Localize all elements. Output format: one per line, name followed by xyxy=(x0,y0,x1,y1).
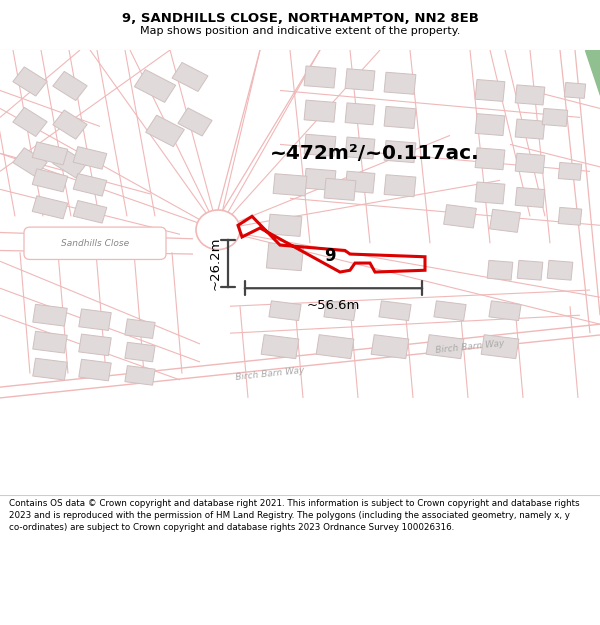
Bar xyxy=(134,69,176,102)
Bar xyxy=(515,153,545,173)
Bar xyxy=(517,261,543,280)
Text: ~472m²/~0.117ac.: ~472m²/~0.117ac. xyxy=(270,144,480,163)
Bar xyxy=(13,148,47,177)
Bar xyxy=(53,149,87,178)
Bar xyxy=(487,261,513,280)
Text: ~26.2m: ~26.2m xyxy=(209,237,222,290)
Bar xyxy=(547,261,573,280)
Bar xyxy=(73,201,107,223)
Bar xyxy=(542,108,568,126)
Bar xyxy=(125,366,155,385)
Bar xyxy=(489,301,521,321)
Bar xyxy=(172,62,208,91)
Bar xyxy=(33,358,67,380)
Bar xyxy=(79,359,111,381)
Bar xyxy=(32,196,68,219)
Circle shape xyxy=(196,210,240,249)
Bar xyxy=(32,169,68,192)
Bar xyxy=(32,142,68,165)
Bar xyxy=(426,334,464,359)
Bar xyxy=(475,148,505,170)
Bar xyxy=(79,334,111,356)
Bar xyxy=(345,137,375,159)
Bar xyxy=(33,331,67,353)
Bar xyxy=(268,214,302,236)
Bar xyxy=(273,174,307,196)
Bar xyxy=(261,334,299,359)
Bar xyxy=(53,71,87,101)
Bar xyxy=(434,301,466,321)
Bar xyxy=(490,209,520,232)
Text: Map shows position and indicative extent of the property.: Map shows position and indicative extent… xyxy=(140,26,460,36)
Text: 9: 9 xyxy=(324,247,336,265)
Bar xyxy=(443,204,476,228)
Text: Birch Barn Way: Birch Barn Way xyxy=(235,366,305,382)
Bar xyxy=(371,334,409,359)
Text: Sandhills Close: Sandhills Close xyxy=(61,239,129,248)
Text: Birch Barn Way: Birch Barn Way xyxy=(435,339,505,355)
Bar xyxy=(73,147,107,169)
Bar xyxy=(565,82,586,98)
Bar xyxy=(515,119,545,139)
Bar xyxy=(384,106,416,129)
Bar xyxy=(269,301,301,321)
Bar xyxy=(345,171,375,193)
Bar xyxy=(324,301,356,321)
Bar xyxy=(558,208,582,225)
Bar xyxy=(304,66,336,88)
Bar xyxy=(316,334,354,359)
Bar xyxy=(79,309,111,331)
Bar xyxy=(324,178,356,201)
Bar xyxy=(515,188,545,208)
Bar xyxy=(125,342,155,362)
Bar xyxy=(475,79,505,101)
Bar xyxy=(304,168,336,191)
Bar xyxy=(475,114,505,136)
Bar xyxy=(53,110,87,139)
Bar xyxy=(146,115,184,147)
Bar xyxy=(178,108,212,136)
Bar xyxy=(304,100,336,122)
Bar xyxy=(384,175,416,197)
Bar xyxy=(13,107,47,136)
Bar xyxy=(345,69,375,91)
Bar xyxy=(266,243,304,271)
Bar xyxy=(125,319,155,339)
Bar xyxy=(384,141,416,162)
Bar xyxy=(558,162,582,180)
Text: Contains OS data © Crown copyright and database right 2021. This information is : Contains OS data © Crown copyright and d… xyxy=(9,499,580,531)
Polygon shape xyxy=(585,50,600,95)
Bar xyxy=(475,182,505,204)
Bar xyxy=(33,304,67,326)
Bar xyxy=(345,103,375,125)
Text: ~56.6m: ~56.6m xyxy=(307,299,360,312)
Bar xyxy=(481,334,519,359)
Bar xyxy=(73,174,107,196)
Bar xyxy=(304,134,336,156)
Bar xyxy=(13,67,47,96)
Bar xyxy=(515,85,545,105)
Bar xyxy=(379,301,411,321)
Text: 9, SANDHILLS CLOSE, NORTHAMPTON, NN2 8EB: 9, SANDHILLS CLOSE, NORTHAMPTON, NN2 8EB xyxy=(122,12,478,26)
Bar xyxy=(384,72,416,94)
FancyBboxPatch shape xyxy=(24,227,166,259)
